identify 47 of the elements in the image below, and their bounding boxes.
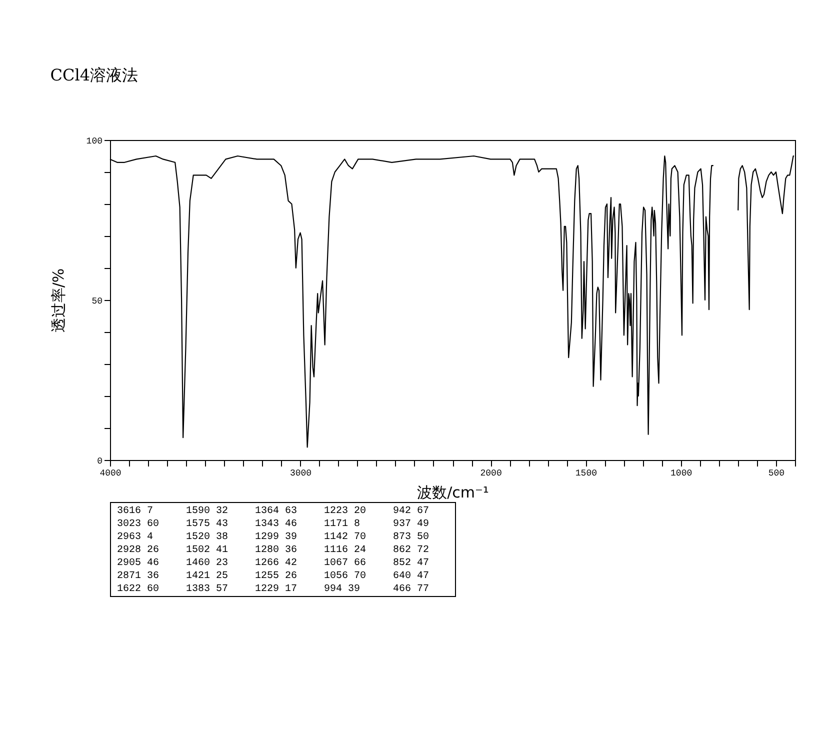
text: 1171 8 — [324, 518, 360, 530]
text: 1575 43 — [186, 518, 228, 530]
chart-title: CCl4溶液法 — [50, 66, 138, 84]
text: 1421 25 — [186, 571, 228, 582]
text: 937 49 — [393, 518, 430, 530]
text: 852 47 — [393, 558, 430, 570]
text: 1502 41 — [186, 545, 228, 556]
text: 1142 70 — [324, 532, 366, 543]
y-tick-label: 100 — [86, 136, 102, 146]
text: 2963 4 — [117, 532, 154, 543]
text: 1116 24 — [324, 545, 366, 556]
text: 1255 26 — [255, 571, 298, 582]
text: 3616 7 — [117, 506, 154, 517]
text: 2905 46 — [117, 558, 160, 570]
x-tick-label: 500 — [768, 468, 785, 478]
text: 1280 36 — [255, 545, 298, 556]
x-tick-label: 2000 — [480, 468, 502, 478]
text: 1299 39 — [255, 532, 298, 543]
text: 640 47 — [393, 571, 430, 582]
text: 3023 60 — [117, 518, 160, 530]
text: 1229 17 — [255, 584, 298, 596]
text: 466 77 — [393, 584, 430, 596]
text: 1343 46 — [255, 518, 298, 530]
text: 1460 23 — [186, 558, 228, 570]
x-tick-label: 1000 — [670, 468, 692, 478]
x-axis-title: 波数/cm⁻¹ — [417, 484, 489, 502]
text: 1266 42 — [255, 558, 298, 570]
text: 2928 26 — [117, 545, 160, 556]
text: 2871 36 — [117, 571, 160, 582]
text: 1590 32 — [186, 506, 228, 517]
text: 1622 60 — [117, 584, 160, 596]
text: 1520 38 — [186, 532, 228, 543]
text: 1223 20 — [324, 506, 366, 517]
x-tick-label: 4000 — [100, 468, 122, 478]
x-tick-label: 1500 — [575, 468, 597, 478]
y-axis-title: 透过率/% — [49, 268, 68, 333]
y-tick-label: 50 — [92, 296, 102, 306]
text: 873 50 — [393, 532, 430, 543]
text: 1364 63 — [255, 506, 298, 517]
text: 1383 57 — [186, 584, 228, 596]
text: 1067 66 — [324, 558, 366, 570]
text: 1056 70 — [324, 571, 366, 582]
text: 942 67 — [393, 506, 430, 517]
y-tick-label: 0 — [97, 456, 102, 466]
text: 994 39 — [324, 584, 360, 596]
text: 862 72 — [393, 545, 430, 556]
x-tick-label: 3000 — [290, 468, 312, 478]
